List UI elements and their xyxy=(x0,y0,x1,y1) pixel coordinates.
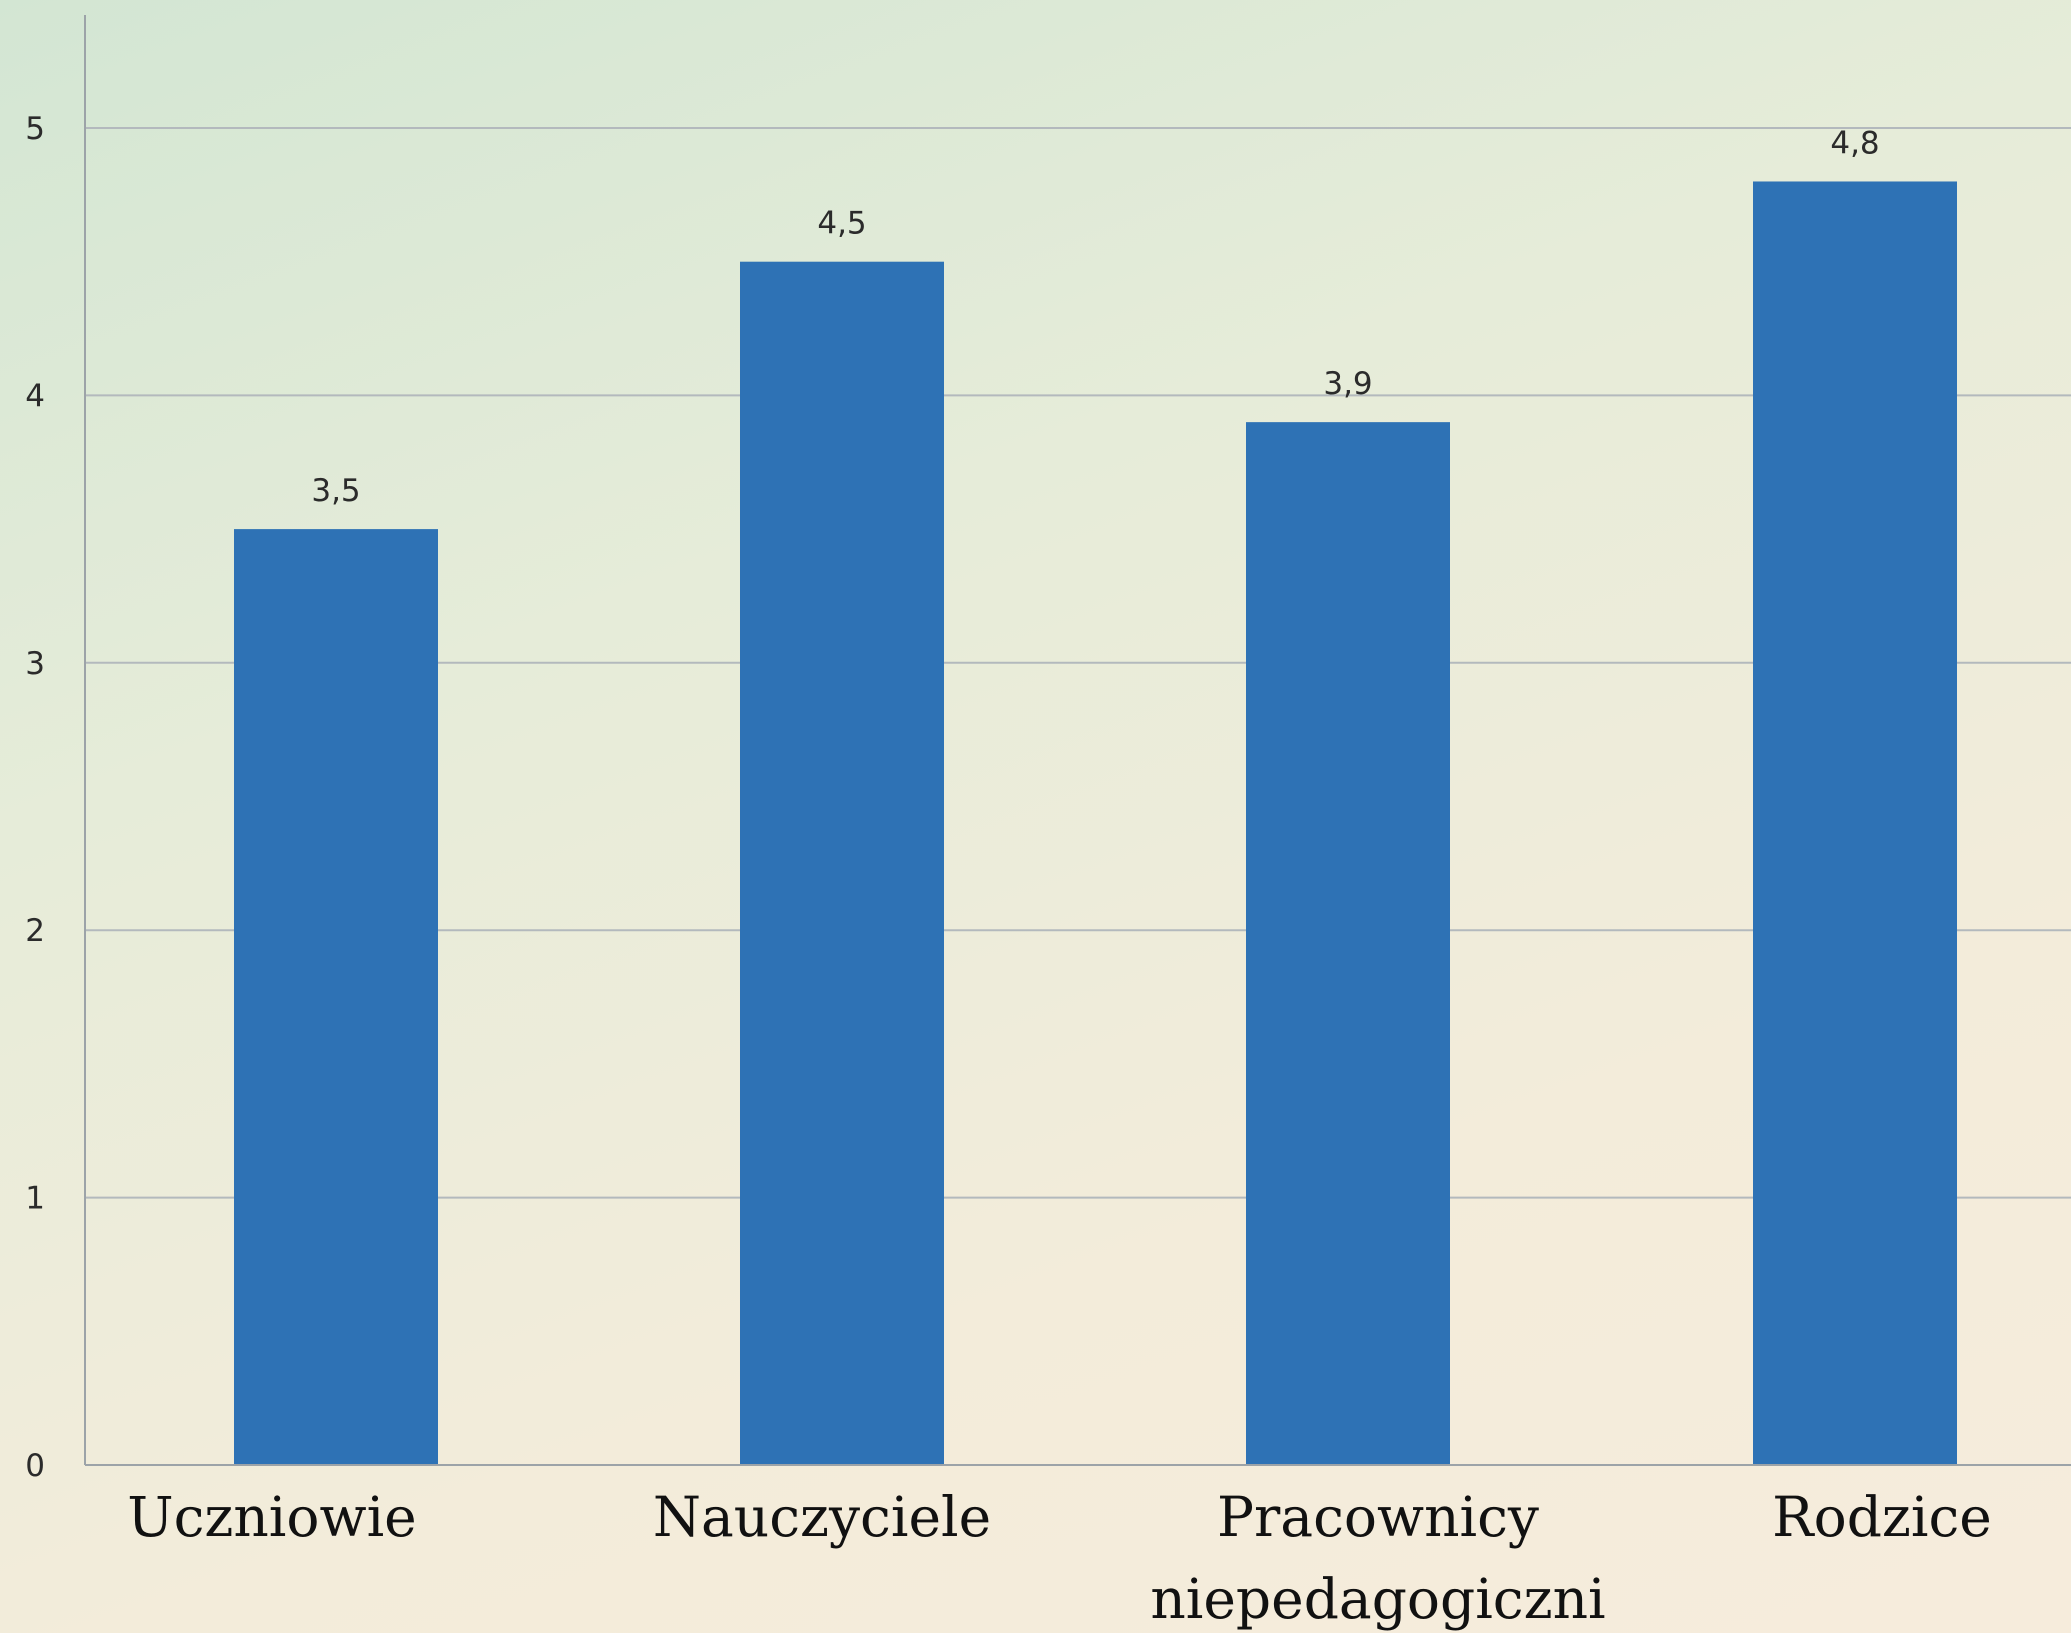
bar xyxy=(740,261,944,1466)
y-tick-label: 3 xyxy=(25,646,45,682)
bar xyxy=(1753,181,1957,1466)
data-label: 4,5 xyxy=(817,206,866,242)
bar xyxy=(234,529,438,1465)
data-label: 3,9 xyxy=(1323,366,1372,402)
bars xyxy=(234,181,1957,1466)
y-tick-label: 2 xyxy=(25,913,45,949)
y-tick-label: 0 xyxy=(25,1448,45,1484)
labels: 0 1 2 3 4 5 3,5 Uczniowie 4,5 Nauczyciele 3,9 Praco… xyxy=(25,111,1992,1631)
data-label: 3,5 xyxy=(311,473,360,509)
data-label: 4,8 xyxy=(1830,125,1879,161)
axes xyxy=(84,15,2071,1466)
x-tick-label: Nauczyciele xyxy=(653,1485,991,1549)
bar xyxy=(1246,422,1450,1465)
y-tick-label: 1 xyxy=(25,1181,45,1217)
y-tick-label: 4 xyxy=(25,378,45,414)
y-tick-label: 5 xyxy=(25,111,45,147)
x-tick-label: niepedagogiczni xyxy=(1150,1567,1605,1631)
x-tick-label: Uczniowie xyxy=(127,1485,416,1549)
x-tick-label: Pracownicy xyxy=(1217,1485,1539,1549)
x-tick-label: Rodzice xyxy=(1772,1485,1992,1549)
